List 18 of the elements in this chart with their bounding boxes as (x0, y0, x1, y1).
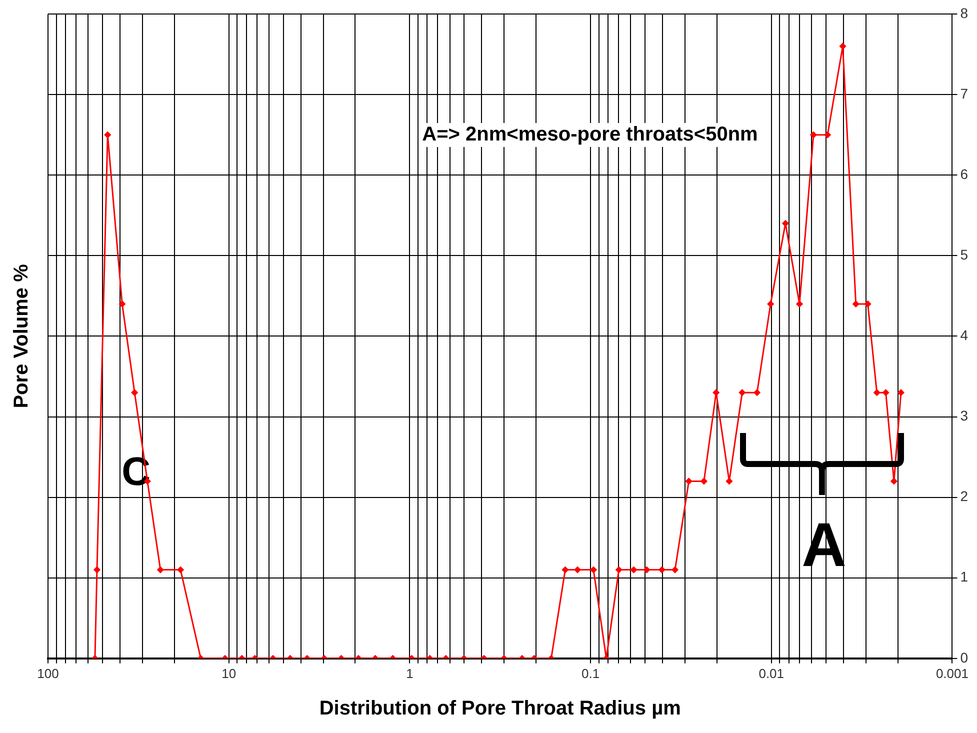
y-tick-label: 4 (960, 327, 968, 344)
x-axis-title: Distribution of Pore Throat Radius µm (319, 698, 681, 720)
x-tick-label: 10 (222, 666, 236, 681)
y-tick-label: 7 (960, 85, 968, 102)
y-tick-label: 8 (960, 4, 968, 21)
annotation: A=> 2nm<meso-pore throats<50nm (422, 124, 758, 146)
x-tick-label: 100 (37, 666, 59, 681)
x-tick-label: 0.1 (581, 666, 600, 681)
y-axis-title: Pore Volume % (10, 264, 33, 408)
x-tick-label: 0.01 (758, 666, 784, 681)
x-tick-label: 1 (406, 666, 414, 681)
y-tick-label: 5 (960, 246, 968, 263)
y-tick-label: 1 (960, 568, 968, 585)
y-tick-label: 2 (960, 488, 968, 504)
y-tick-label: 0 (960, 649, 968, 666)
y-tick-label: 6 (960, 166, 968, 182)
x-tick-label: 0.001 (936, 666, 968, 681)
y-tick-label: 3 (960, 408, 968, 424)
